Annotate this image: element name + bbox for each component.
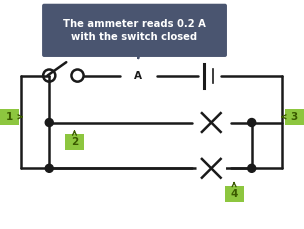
Text: A: A [134,71,142,81]
FancyBboxPatch shape [65,134,84,150]
FancyBboxPatch shape [285,109,304,125]
Circle shape [198,109,225,136]
Text: The ammeter reads 0.2 A
with the switch closed: The ammeter reads 0.2 A with the switch … [63,19,206,42]
FancyBboxPatch shape [225,185,244,202]
Text: 3: 3 [291,112,298,122]
Text: 1: 1 [6,112,13,122]
Circle shape [248,119,256,126]
Circle shape [45,164,53,172]
Circle shape [45,119,53,126]
Circle shape [248,164,256,172]
Circle shape [124,62,152,90]
FancyBboxPatch shape [0,109,19,125]
FancyBboxPatch shape [42,4,227,57]
Text: 4: 4 [230,188,238,199]
Text: 2: 2 [71,137,78,147]
Circle shape [198,155,225,182]
Circle shape [134,57,143,66]
